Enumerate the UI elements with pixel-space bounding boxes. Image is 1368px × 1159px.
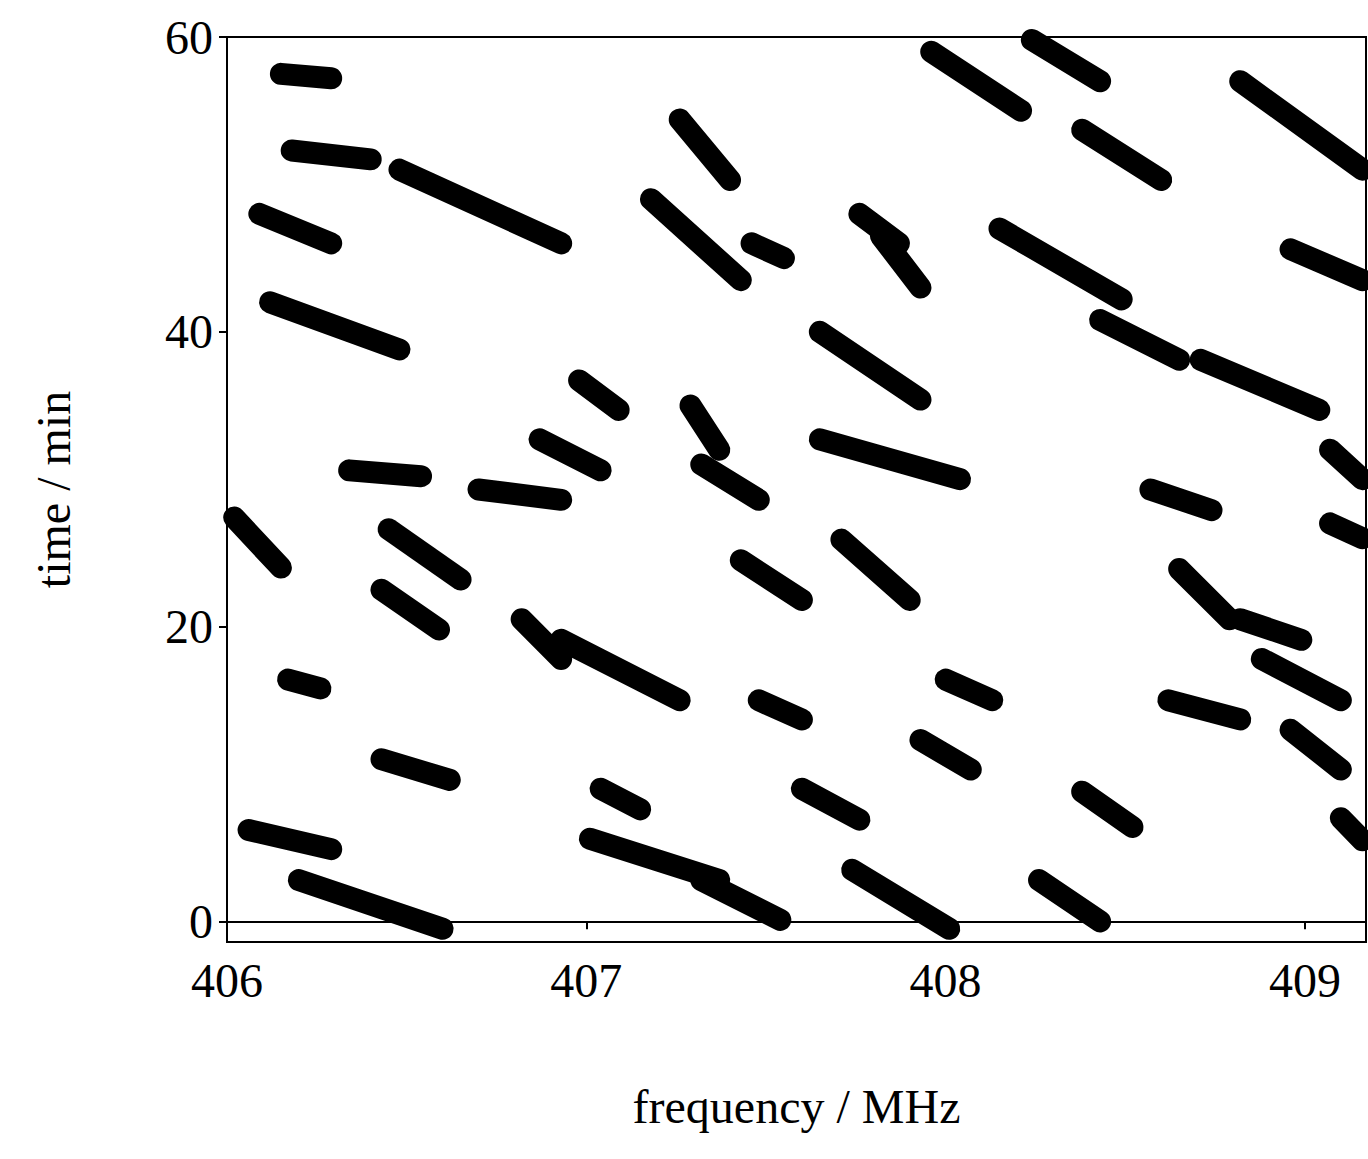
svg-text:40: 40 — [165, 305, 213, 358]
svg-text:0: 0 — [189, 895, 213, 948]
svg-text:408: 408 — [910, 954, 982, 1007]
svg-text:406: 406 — [191, 954, 263, 1007]
svg-text:60: 60 — [165, 11, 213, 64]
svg-text:407: 407 — [550, 954, 622, 1007]
svg-text:409: 409 — [1269, 954, 1341, 1007]
svg-text:20: 20 — [165, 600, 213, 653]
svg-text:time / min: time / min — [27, 391, 80, 588]
svg-text:frequency / MHz: frequency / MHz — [633, 1080, 961, 1133]
